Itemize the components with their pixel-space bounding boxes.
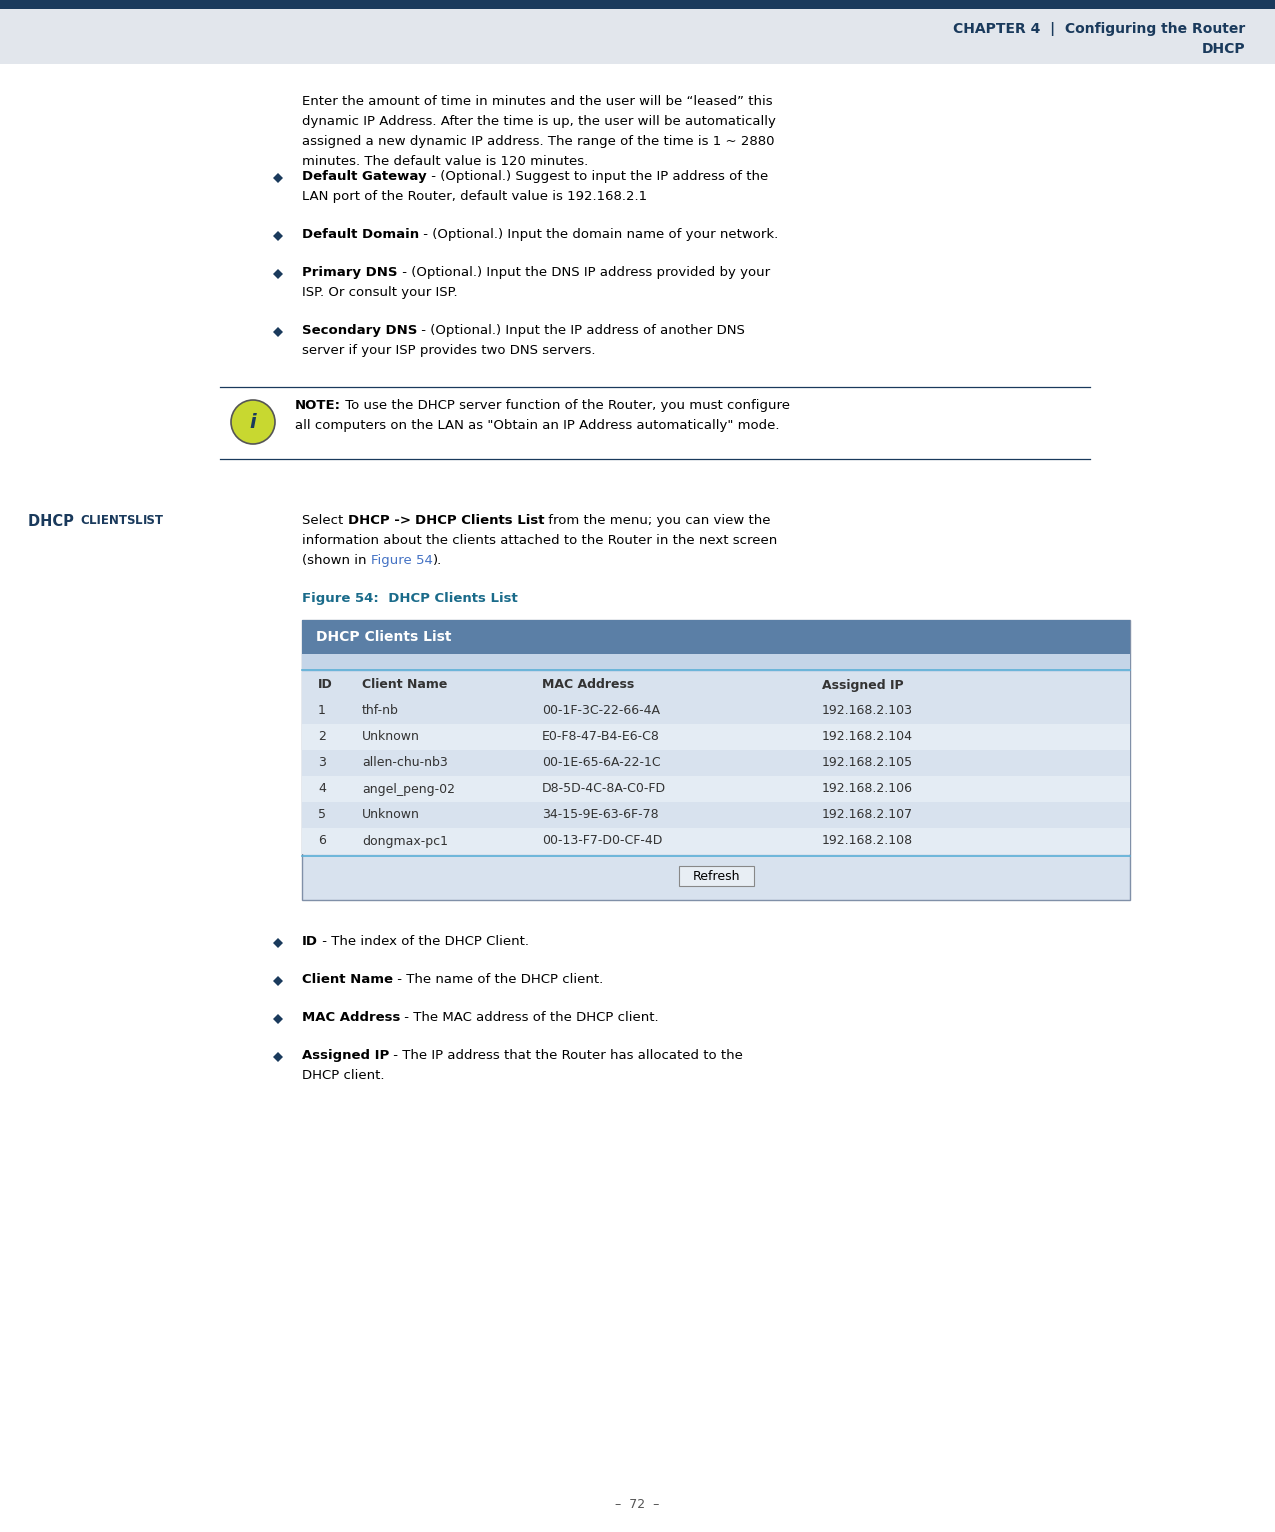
Text: 5: 5	[317, 809, 326, 821]
Text: all computers on the LAN as "Obtain an IP Address automatically" mode.: all computers on the LAN as "Obtain an I…	[295, 418, 779, 432]
Text: Select: Select	[302, 515, 348, 527]
Bar	[302, 620, 1130, 899]
Bar	[302, 673, 1130, 699]
Text: 2: 2	[317, 731, 326, 743]
Text: 00-1E-65-6A-22-1C: 00-1E-65-6A-22-1C	[542, 757, 660, 769]
Text: C: C	[80, 515, 89, 527]
Bar	[0, 9, 1275, 64]
Text: server if your ISP provides two DNS servers.: server if your ISP provides two DNS serv…	[302, 345, 595, 357]
Text: IST: IST	[143, 515, 164, 527]
Text: DHCP Clients List: DHCP Clients List	[316, 630, 451, 643]
Bar	[302, 801, 1130, 827]
Polygon shape	[273, 173, 283, 182]
FancyBboxPatch shape	[678, 866, 754, 885]
Text: DHCP ->: DHCP ->	[348, 515, 411, 527]
Text: (shown in: (shown in	[302, 555, 371, 567]
Text: 34-15-9E-63-6F-78: 34-15-9E-63-6F-78	[542, 809, 659, 821]
Text: Figure 54:: Figure 54:	[302, 591, 379, 605]
Text: L: L	[135, 515, 143, 527]
Text: assigned a new dynamic IP address. The range of the time is 1 ~ 2880: assigned a new dynamic IP address. The r…	[302, 135, 774, 149]
Polygon shape	[273, 938, 283, 948]
Text: - (Optional.) Input the domain name of your network.: - (Optional.) Input the domain name of y…	[419, 228, 778, 241]
Text: - (Optional.) Input the DNS IP address provided by your: - (Optional.) Input the DNS IP address p…	[398, 267, 770, 279]
Text: 3: 3	[317, 757, 326, 769]
Text: DHCP: DHCP	[1201, 41, 1244, 57]
Polygon shape	[273, 231, 283, 241]
Text: 192.168.2.107: 192.168.2.107	[822, 809, 913, 821]
Polygon shape	[273, 270, 283, 279]
Text: from the menu; you can view the: from the menu; you can view the	[544, 515, 771, 527]
Bar	[302, 725, 1130, 751]
Bar	[302, 620, 1130, 654]
Text: LIENTS: LIENTS	[89, 515, 140, 527]
Text: minutes. The default value is 120 minutes.: minutes. The default value is 120 minute…	[302, 155, 588, 169]
Text: i: i	[250, 412, 256, 432]
Text: DHCP Clients List: DHCP Clients List	[379, 591, 518, 605]
Text: Primary DNS: Primary DNS	[302, 267, 398, 279]
Text: - The MAC address of the DHCP client.: - The MAC address of the DHCP client.	[400, 1011, 659, 1023]
Text: DHCP Clients List: DHCP Clients List	[414, 515, 544, 527]
Text: CHAPTER 4  |  Configuring the Router: CHAPTER 4 | Configuring the Router	[952, 21, 1244, 35]
Circle shape	[231, 400, 275, 444]
Bar	[302, 777, 1130, 801]
Text: thf-nb: thf-nb	[362, 705, 399, 717]
Text: 192.168.2.103: 192.168.2.103	[822, 705, 913, 717]
Text: Unknown: Unknown	[362, 809, 419, 821]
Text: Enter the amount of time in minutes and the user will be “leased” this: Enter the amount of time in minutes and …	[302, 95, 773, 107]
Text: angel_peng-02: angel_peng-02	[362, 783, 455, 795]
Text: To use the DHCP server function of the Router, you must configure: To use the DHCP server function of the R…	[340, 398, 790, 412]
Text: - The IP address that the Router has allocated to the: - The IP address that the Router has all…	[389, 1049, 743, 1062]
Text: DHCP: DHCP	[28, 515, 79, 529]
Bar	[302, 654, 1130, 673]
Text: 192.168.2.106: 192.168.2.106	[822, 783, 913, 795]
Text: 192.168.2.104: 192.168.2.104	[822, 731, 913, 743]
Text: Default Gateway: Default Gateway	[302, 170, 427, 182]
Text: ID: ID	[317, 679, 333, 691]
Polygon shape	[273, 1052, 283, 1062]
Text: ID: ID	[302, 935, 317, 948]
Text: information about the clients attached to the Router in the next screen: information about the clients attached t…	[302, 535, 778, 547]
Text: MAC Address: MAC Address	[542, 679, 634, 691]
Text: - (Optional.) Input the IP address of another DNS: - (Optional.) Input the IP address of an…	[417, 323, 746, 337]
Bar	[302, 699, 1130, 725]
Text: 00-13-F7-D0-CF-4D: 00-13-F7-D0-CF-4D	[542, 835, 663, 847]
Text: Unknown: Unknown	[362, 731, 419, 743]
Polygon shape	[273, 326, 283, 337]
Text: Figure 54: Figure 54	[371, 555, 432, 567]
Bar	[302, 827, 1130, 853]
Text: Assigned IP: Assigned IP	[822, 679, 904, 691]
Text: allen-chu-nb3: allen-chu-nb3	[362, 757, 448, 769]
Text: ).: ).	[432, 555, 442, 567]
Text: D8-5D-4C-8A-C0-FD: D8-5D-4C-8A-C0-FD	[542, 783, 666, 795]
Text: DHCP client.: DHCP client.	[302, 1069, 385, 1082]
Text: Default Domain: Default Domain	[302, 228, 419, 241]
Text: Client Name: Client Name	[362, 679, 448, 691]
Text: 00-1F-3C-22-66-4A: 00-1F-3C-22-66-4A	[542, 705, 660, 717]
Text: 192.168.2.108: 192.168.2.108	[822, 835, 913, 847]
Text: - (Optional.) Suggest to input the IP address of the: - (Optional.) Suggest to input the IP ad…	[427, 170, 768, 182]
Text: NOTE:: NOTE:	[295, 398, 340, 412]
Text: 4: 4	[317, 783, 326, 795]
Text: E0-F8-47-B4-E6-C8: E0-F8-47-B4-E6-C8	[542, 731, 660, 743]
Text: ISP. Or consult your ISP.: ISP. Or consult your ISP.	[302, 286, 458, 299]
Text: - The name of the DHCP client.: - The name of the DHCP client.	[393, 973, 603, 987]
Polygon shape	[273, 1014, 283, 1023]
Text: dongmax-pc1: dongmax-pc1	[362, 835, 448, 847]
Bar	[302, 751, 1130, 777]
Text: LAN port of the Router, default value is 192.168.2.1: LAN port of the Router, default value is…	[302, 190, 648, 204]
Bar	[0, 0, 1275, 9]
Text: - The index of the DHCP Client.: - The index of the DHCP Client.	[317, 935, 529, 948]
Text: dynamic IP Address. After the time is up, the user will be automatically: dynamic IP Address. After the time is up…	[302, 115, 776, 129]
Text: 192.168.2.105: 192.168.2.105	[822, 757, 913, 769]
Text: 1: 1	[317, 705, 326, 717]
Text: Assigned IP: Assigned IP	[302, 1049, 389, 1062]
Text: Secondary DNS: Secondary DNS	[302, 323, 417, 337]
Text: 6: 6	[317, 835, 326, 847]
Text: MAC Address: MAC Address	[302, 1011, 400, 1023]
Text: –  72  –: – 72 –	[615, 1498, 659, 1512]
Polygon shape	[273, 976, 283, 987]
Text: Refresh: Refresh	[692, 870, 740, 882]
Text: Client Name: Client Name	[302, 973, 393, 987]
